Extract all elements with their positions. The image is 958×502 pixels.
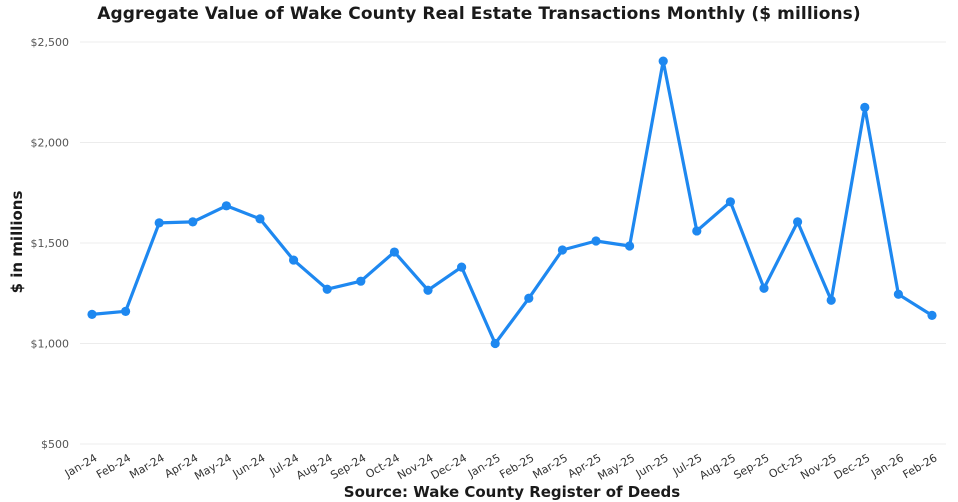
data-point — [860, 102, 870, 112]
data-point — [490, 338, 500, 349]
x-tick-label: Aug-25 — [697, 451, 738, 482]
series-line — [90, 59, 934, 346]
data-point — [759, 283, 769, 293]
gridlines — [80, 41, 946, 445]
chart-title: Aggregate Value of Wake County Real Esta… — [97, 4, 861, 24]
x-tick-label: May-25 — [596, 451, 638, 483]
x-tick-label: Sep-25 — [731, 451, 771, 482]
x-tick-label: Oct-24 — [363, 451, 402, 481]
y-axis-label: $ in millions — [8, 191, 26, 294]
data-point — [893, 289, 904, 299]
data-point — [524, 293, 534, 303]
x-tick-label: Feb-26 — [901, 451, 940, 481]
data-point — [658, 56, 668, 66]
x-tick-label: Feb-24 — [94, 451, 133, 481]
x-tick-label: Sep-24 — [328, 451, 368, 482]
y-tick-label: $500 — [41, 438, 69, 451]
x-tick-label: Jun-24 — [230, 451, 268, 480]
y-tick-label: $2,500 — [31, 36, 70, 49]
data-point — [692, 226, 702, 236]
x-tick-label: Mar-25 — [530, 451, 569, 481]
data-point — [154, 218, 164, 228]
x-tick-label: Nov-24 — [395, 451, 435, 482]
x-tick-label: Jan-24 — [62, 451, 100, 480]
data-point — [121, 306, 131, 316]
y-tick-label: $1,000 — [31, 338, 70, 351]
data-point — [221, 201, 231, 211]
data-point — [625, 241, 635, 251]
x-tick-label: Jan-26 — [868, 451, 906, 480]
data-point — [557, 245, 568, 255]
data-point — [793, 217, 803, 227]
x-tick-label: Dec-24 — [429, 451, 470, 482]
x-tick-label: Jun-25 — [633, 451, 671, 480]
x-tick-label: Feb-25 — [497, 451, 536, 481]
data-point — [322, 284, 332, 294]
x-tick-label: Aug-24 — [294, 451, 335, 482]
data-point — [423, 285, 433, 295]
y-tick-label: $1,500 — [31, 237, 70, 250]
data-point — [389, 247, 399, 257]
x-tick-label: Nov-25 — [798, 451, 838, 482]
data-point — [457, 262, 467, 272]
data-point — [255, 214, 265, 224]
data-point — [927, 310, 937, 320]
x-axis-label: Source: Wake County Register of Deeds — [344, 483, 680, 501]
data-point — [591, 236, 601, 246]
y-tick-label: $2,000 — [31, 137, 70, 150]
data-point — [826, 295, 836, 305]
data-point — [725, 197, 736, 207]
series-layer — [87, 56, 937, 349]
x-tick-label: Mar-24 — [127, 451, 166, 481]
x-tick-label: Jan-25 — [465, 451, 503, 480]
data-point — [289, 255, 299, 265]
data-point — [188, 217, 198, 227]
y-axis-ticks: $500 $1,000 $1,500 $2,000 $2,500 — [31, 36, 70, 451]
data-point — [87, 309, 97, 319]
x-tick-label: Oct-25 — [767, 451, 806, 481]
x-tick-label: May-24 — [192, 451, 234, 483]
x-tick-label: Dec-25 — [832, 451, 873, 482]
data-point — [356, 276, 366, 286]
